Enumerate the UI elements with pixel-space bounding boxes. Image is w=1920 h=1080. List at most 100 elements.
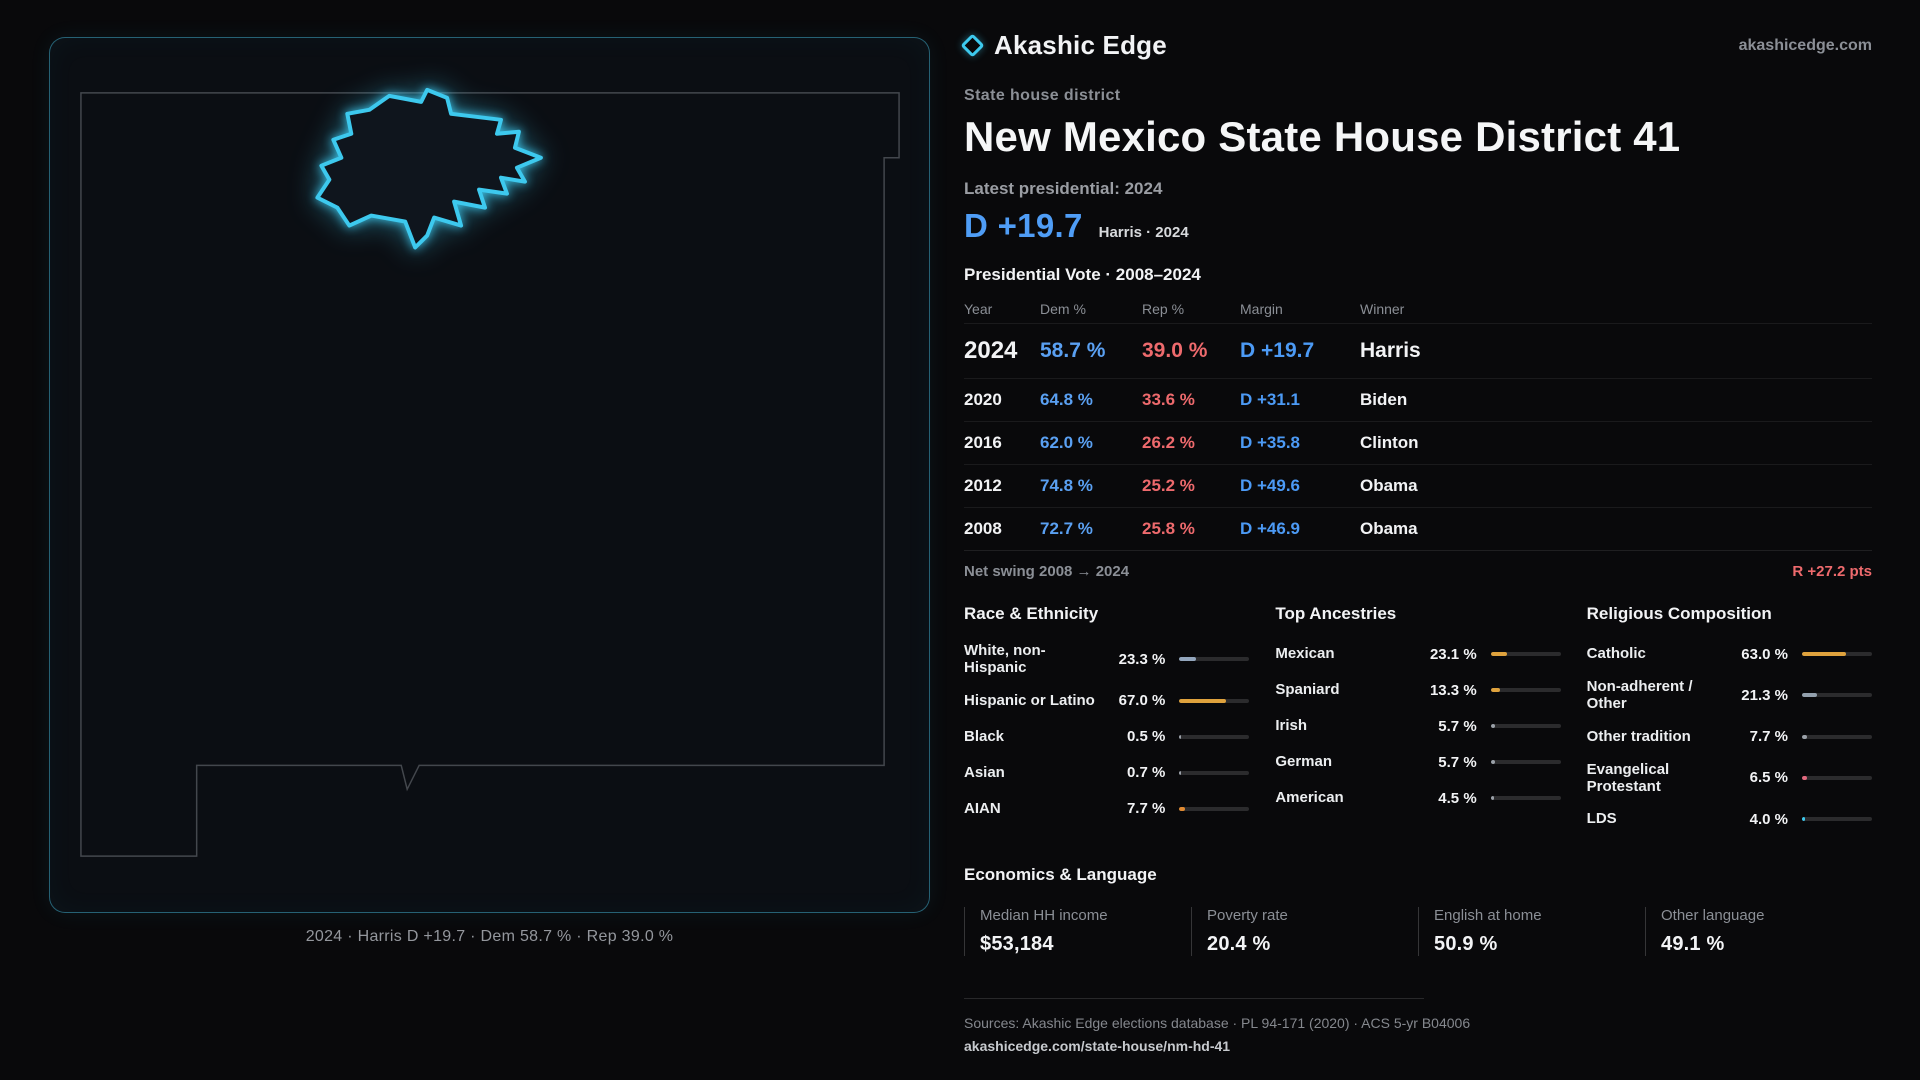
stat-label: Other language — [1661, 907, 1765, 924]
stat-bar — [1179, 770, 1250, 775]
stat-label: Other tradition — [1586, 727, 1691, 745]
demographics-grid: Race & Ethnicity White, non-Hispanic 23.… — [964, 604, 1872, 843]
stat-row: Irish 5.7 % — [1275, 714, 1561, 738]
stat-bar — [1802, 652, 1872, 656]
stat-label: German — [1275, 753, 1333, 771]
stat-value: 20.4 % — [1207, 933, 1271, 955]
stat-label: Hispanic or Latino — [964, 691, 1095, 709]
cell-margin: D +19.7 — [1240, 339, 1315, 362]
stat-block: Other language 49.1 % — [1645, 907, 1872, 956]
stat-bar — [1490, 688, 1561, 692]
cell-winner: Clinton — [1360, 433, 1419, 452]
stat-row: Non-adherent / Other 21.3 % — [1587, 678, 1872, 713]
stat-value: 5.7 % — [1438, 717, 1477, 735]
cell-dem-pct: 72.7 % — [1040, 519, 1093, 538]
cell-dem-pct: 64.8 % — [1040, 390, 1093, 409]
stat-value: 7.7 % — [1126, 800, 1166, 817]
stat-value: $53,184 — [980, 933, 1054, 955]
col-header-winner: Winner — [1360, 301, 1405, 317]
cell-rep-pct: 25.2 % — [1142, 476, 1195, 495]
brand-name: Akashic Edge — [994, 30, 1167, 60]
stat-label: Evangelical Protestant — [1586, 760, 1670, 795]
religion-column: Religious Composition Catholic 63.0 % No… — [1587, 604, 1872, 843]
stat-value: 63.0 % — [1741, 645, 1788, 663]
stat-row: Spaniard 13.3 % — [1275, 678, 1561, 702]
cell-rep-pct: 39.0 % — [1142, 339, 1208, 362]
stat-row: Mexican 23.1 % — [1275, 642, 1561, 666]
brand-row: Akashic Edge akashicedge.com — [960, 30, 1872, 61]
table-row: 2024 58.7 % 39.0 % D +19.7 Harris — [964, 323, 1872, 378]
cell-dem-pct: 62.0 % — [1040, 433, 1093, 452]
stat-label: White, non-Hispanic — [964, 642, 1046, 677]
latest-margin-value: D +19.7 — [964, 207, 1083, 244]
stat-bar — [1490, 760, 1561, 764]
stat-row: Black 0.5 % — [964, 725, 1250, 749]
cell-year: 2024 — [964, 337, 1018, 364]
sources-text: Sources: Akashic Edge elections database… — [964, 1015, 1471, 1031]
cell-rep-pct: 26.2 % — [1142, 433, 1195, 452]
section-title: Top Ancestries — [1275, 604, 1397, 623]
stat-label: Non-adherent / Other — [1586, 678, 1693, 713]
permalink[interactable]: akashicedge.com/state-house/nm-hd-41 — [964, 1038, 1231, 1054]
stat-label: Black — [964, 727, 1005, 745]
stat-value: 5.7 % — [1438, 753, 1477, 771]
map-caption: 2024 · Harris D +19.7 · Dem 58.7 % · Rep… — [305, 928, 674, 945]
stat-value: 7.7 % — [1749, 728, 1788, 745]
stat-block: English at home 50.9 % — [1418, 907, 1645, 956]
cell-margin: D +35.8 — [1240, 433, 1301, 452]
stat-value: 0.7 % — [1126, 764, 1166, 781]
table-row: 2016 62.0 % 26.2 % D +35.8 Clinton — [964, 421, 1872, 464]
page-title: New Mexico State House District 41 — [964, 113, 1681, 160]
stat-label: Poverty rate — [1207, 907, 1288, 924]
stat-row: Evangelical Protestant 6.5 % — [1587, 761, 1872, 796]
stat-bar — [1179, 806, 1250, 811]
cell-winner: Biden — [1360, 390, 1408, 409]
table-header-row: Year Dem % Rep % Margin Winner — [964, 295, 1872, 323]
race-ethnicity-column: Race & Ethnicity White, non-Hispanic 23.… — [964, 604, 1250, 843]
net-swing-row: Net swing 2008 → 2024 R +27.2 pts — [964, 563, 1872, 580]
stat-value: 50.9 % — [1434, 933, 1498, 955]
col-header-dem: Dem % — [1040, 301, 1086, 317]
section-title: Religious Composition — [1586, 604, 1772, 623]
cell-margin: D +46.9 — [1240, 519, 1301, 538]
latest-margin-row: D +19.7 Harris · 2024 — [964, 207, 1872, 245]
kicker-label: State house district — [964, 87, 1121, 104]
stat-block: Poverty rate 20.4 % — [1191, 907, 1418, 956]
stat-bar — [1179, 734, 1250, 739]
stat-bar — [1802, 817, 1872, 821]
stat-row: White, non-Hispanic 23.3 % — [964, 642, 1250, 677]
cell-margin: D +31.1 — [1240, 390, 1301, 409]
stat-value: 0.5 % — [1126, 728, 1166, 745]
stat-value: 4.0 % — [1749, 810, 1788, 828]
stat-label: Irish — [1275, 717, 1308, 735]
stat-value: 49.1 % — [1661, 933, 1725, 955]
latest-margin-detail: Harris · 2024 — [1098, 224, 1189, 241]
latest-presidential-label: Latest presidential: 2024 — [964, 179, 1163, 198]
cell-year: 2020 — [964, 390, 1002, 409]
stat-block: Median HH income $53,184 — [964, 907, 1191, 956]
stat-bar — [1179, 698, 1250, 703]
stat-bar — [1802, 693, 1872, 698]
site-link[interactable]: akashicedge.com — [1738, 36, 1872, 54]
stat-row: LDS 4.0 % — [1587, 807, 1872, 831]
stat-row: AIAN 7.7 % — [964, 797, 1250, 821]
footer: Sources: Akashic Edge elections database… — [964, 998, 1872, 1056]
stat-label: Mexican — [1275, 645, 1335, 663]
district-41-shape[interactable] — [315, 87, 543, 250]
net-swing-label: Net swing 2008 → 2024 — [964, 563, 1130, 580]
stat-row: Asian 0.7 % — [964, 761, 1250, 785]
stat-bar — [1490, 652, 1561, 656]
table-row: 2012 74.8 % 25.2 % D +49.6 Obama — [964, 464, 1872, 507]
stat-label: English at home — [1434, 907, 1542, 924]
stat-label: Median HH income — [980, 907, 1108, 924]
col-header-year: Year — [964, 301, 993, 317]
cell-margin: D +49.6 — [1240, 476, 1301, 495]
diamond-logo-icon — [960, 33, 985, 58]
col-header-rep: Rep % — [1142, 301, 1185, 317]
cell-winner: Obama — [1360, 519, 1418, 538]
stat-row: Other tradition 7.7 % — [1587, 725, 1872, 749]
stat-bar — [1179, 657, 1250, 662]
stat-row: German 5.7 % — [1275, 750, 1561, 774]
cell-year: 2008 — [964, 519, 1002, 538]
stat-row: American 4.5 % — [1275, 786, 1561, 810]
